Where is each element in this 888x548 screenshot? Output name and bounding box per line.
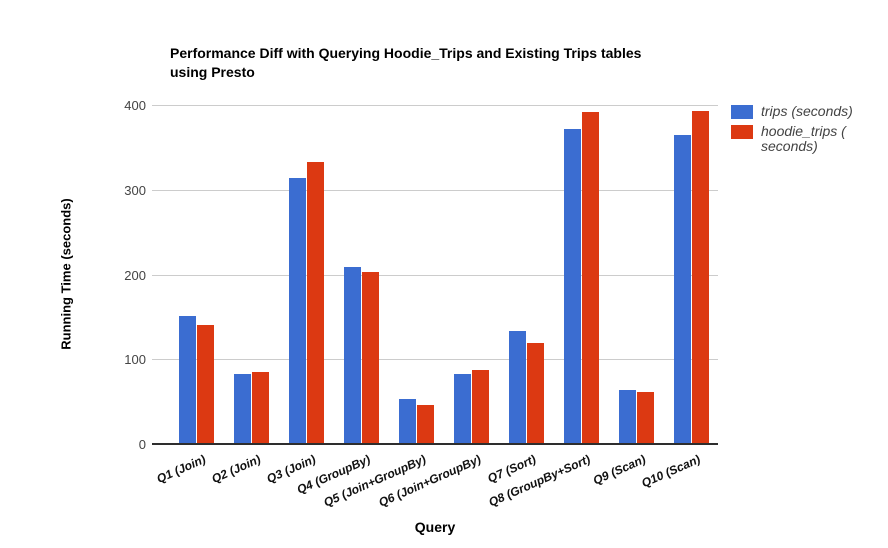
legend: trips (seconds) hoodie_trips ( seconds) [731, 104, 881, 159]
bar-trips-q3[interactable] [289, 177, 306, 443]
bar-trips-q1[interactable] [179, 315, 196, 443]
bar-trips-q6[interactable] [454, 373, 471, 443]
legend-entry-hoodie-trips[interactable]: hoodie_trips ( seconds) [731, 124, 881, 154]
y-tick-400: 400 [124, 98, 146, 113]
bar-hoodie-trips-q9[interactable] [637, 392, 654, 443]
bar-hoodie-trips-q10[interactable] [692, 110, 709, 443]
legend-swatch-trips [731, 105, 753, 119]
y-tick-200: 200 [124, 267, 146, 283]
bar-hoodie-trips-q3[interactable] [307, 161, 324, 443]
bar-hoodie-trips-q6[interactable] [472, 370, 489, 443]
bar-trips-q5[interactable] [399, 398, 416, 443]
bar-hoodie-trips-q2[interactable] [252, 371, 269, 443]
x-label-q8: Q8 (GroupBy+Sort) [486, 452, 593, 510]
gridline-400 [152, 105, 718, 106]
bar-trips-q4[interactable] [344, 266, 361, 443]
bar-hoodie-trips-q1[interactable] [197, 325, 214, 443]
x-label-q6: Q6 (Join+GroupBy) [376, 452, 483, 510]
x-label-q10: Q10 (Scan) [639, 452, 703, 491]
x-axis-line [152, 443, 718, 445]
legend-label-trips: trips (seconds) [761, 103, 853, 119]
x-label-q1: Q1 (Join) [154, 452, 208, 486]
bar-trips-q9[interactable] [619, 390, 636, 443]
chart-title-line-1: Performance Diff with Querying Hoodie_Tr… [170, 45, 642, 61]
x-axis-title: Query [414, 519, 456, 535]
gridline-200 [152, 274, 718, 276]
legend-entry-trips[interactable]: trips (seconds) [731, 104, 881, 119]
y-tick-300: 300 [124, 182, 146, 198]
plot-area: Q1 (Join) Q2 (Join) Q3 (Join) Q4 (GroupBy) Q… [152, 105, 718, 510]
x-label-q9: Q9 (Scan) [590, 452, 648, 488]
bar-hoodie-trips-q8[interactable] [582, 112, 599, 443]
y-tick-0: 0 [138, 437, 146, 452]
x-label-q2: Q2 (Join) [209, 452, 263, 486]
gridline-300 [152, 189, 718, 191]
y-tick-100: 100 [124, 352, 146, 368]
bar-trips-q10[interactable] [674, 135, 691, 443]
y-axis-labels: 0 100 200 300 400 [0, 98, 146, 452]
legend-swatch-hoodie-trips [731, 125, 753, 139]
bar-hoodie-trips-q5[interactable] [417, 404, 434, 443]
gridline-100 [152, 359, 718, 361]
bar-trips-q8[interactable] [564, 129, 581, 443]
chart-title: Performance Diff with Querying Hoodie_Tr… [170, 44, 730, 82]
bar-trips-q7[interactable] [509, 331, 526, 443]
bar-hoodie-trips-q7[interactable] [527, 343, 544, 443]
bar-trips-q2[interactable] [234, 374, 251, 443]
chart-title-line-2: using Presto [170, 64, 255, 80]
legend-label-hoodie-trips: hoodie_trips ( seconds) [761, 123, 846, 154]
bar-hoodie-trips-q4[interactable] [362, 271, 379, 443]
